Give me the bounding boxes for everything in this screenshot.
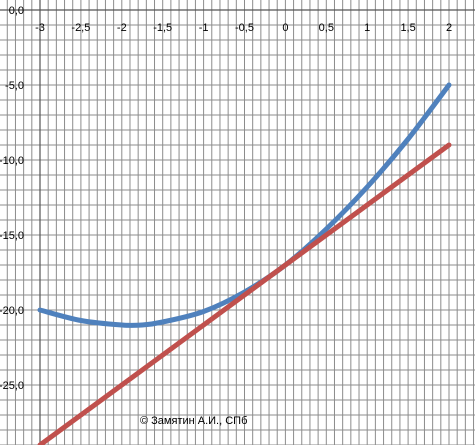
x-tick-label: 0 [282,22,288,34]
x-tick-label: -1 [199,22,209,34]
y-tick-label: -20,0 [0,305,24,317]
x-tick-label: -2 [117,22,127,34]
copyright-annotation: © Замятин А.И., СПб [140,415,247,427]
x-tick-label: -2,5 [71,22,90,34]
y-tick-label: -15,0 [0,230,24,242]
x-tick-label: -1,5 [153,22,172,34]
y-tick-label: 0,0 [9,5,24,17]
y-tick-label: -25,0 [0,380,24,392]
x-tick-label: -0,5 [235,22,254,34]
x-tick-label: 1,5 [400,22,415,34]
x-tick-label: 1 [364,22,370,34]
x-tick-label: -3 [35,22,45,34]
y-tick-label: -10,0 [0,155,24,167]
x-tick-label: 0,5 [319,22,334,34]
series-line-red [37,142,452,445]
x-tick-label: 2 [446,22,452,34]
y-tick-label: -5,0 [5,80,24,92]
series-lines [37,82,452,445]
x-tick-labels: -3 -2,5 -2 -1,5 -1 -0,5 0 0,5 1 1,5 2 [35,22,452,34]
series-line-blue [37,82,452,328]
y-tick-labels: 0,0 -5,0 -10,0 -15,0 -20,0 -25,0 [0,5,24,392]
